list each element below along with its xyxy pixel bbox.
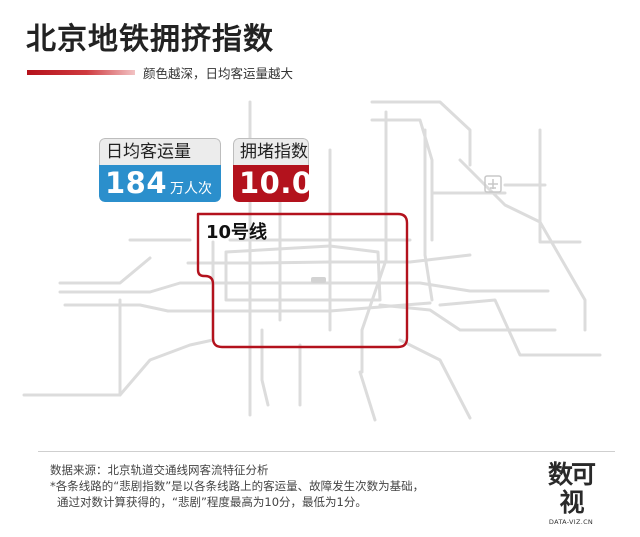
ridership-value: 184 — [105, 166, 168, 200]
line-1 — [58, 281, 550, 294]
logo-url: DATA-VIZ.CN — [548, 518, 594, 526]
footnote-line-1: *各条线路的“悲剧指数”是以各条线路上的客运量、故障发生次数为基础， — [50, 479, 425, 493]
footnote-line-2: 通过对数计算获得的，“悲剧”程度最高为10分，最低为1分。 — [57, 495, 367, 509]
ridership-card: 日均客运量 184 万人次 — [99, 138, 221, 202]
footer-notes: 数据来源：北京轨道交通线网客流特征分析 *各条线路的“悲剧指数”是以各条线路上的… — [50, 462, 424, 510]
congestion-value: 10.0 — [239, 166, 309, 200]
data-source: 数据来源：北京轨道交通线网客流特征分析 — [50, 463, 269, 477]
brand-logo: 数可视 DATA-VIZ.CN — [540, 460, 602, 527]
color-scale-bar — [27, 70, 135, 75]
footer-divider — [38, 451, 615, 452]
airport-icon — [484, 175, 502, 193]
congestion-label: 拥堵指数 — [233, 138, 309, 165]
congestion-card: 拥堵指数 10.0 — [233, 138, 309, 202]
ridership-value-box: 184 万人次 — [99, 165, 221, 202]
page-title: 北京地铁拥挤指数 — [26, 22, 274, 57]
congestion-value-box: 10.0 — [233, 165, 309, 202]
ridership-unit: 万人次 — [170, 181, 213, 197]
ridership-label: 日均客运量 — [99, 138, 221, 165]
line-10-route — [196, 212, 409, 349]
line-label: 10号线 — [206, 222, 268, 243]
color-scale-caption: 颜色越深，日均客运量越大 — [143, 66, 294, 81]
center-landmark — [311, 277, 326, 283]
logo-mark: 数可视 — [547, 460, 596, 517]
